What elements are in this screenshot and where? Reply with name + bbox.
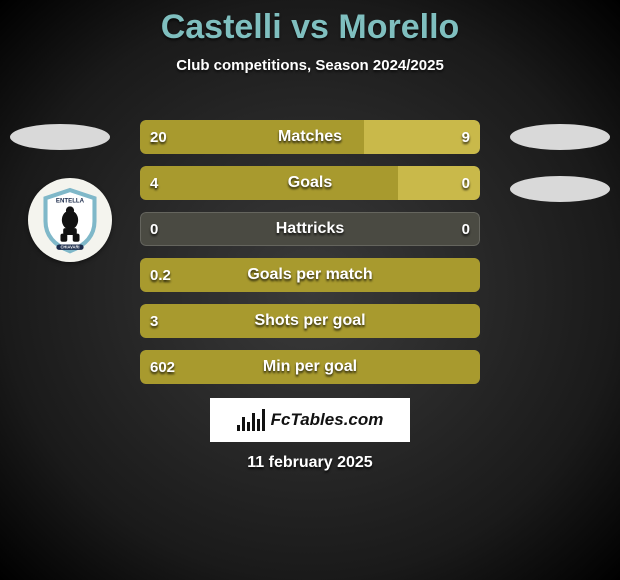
stat-row: 00Hattricks — [140, 212, 480, 246]
bar-left — [140, 166, 398, 200]
bar-full — [140, 258, 480, 292]
club-crest-icon: ENTELLA CHIAVARI — [36, 186, 104, 254]
bar-left — [140, 120, 364, 154]
bar-full — [140, 350, 480, 384]
brand-text: FcTables.com — [271, 410, 384, 430]
stat-row: 602Min per goal — [140, 350, 480, 384]
ellipse-top-right — [510, 124, 610, 150]
club-badge-left: ENTELLA CHIAVARI — [28, 178, 112, 262]
bar-full — [140, 304, 480, 338]
badge-sub: CHIAVARI — [60, 245, 79, 250]
date-text: 11 february 2025 — [0, 454, 620, 472]
brand-logo: FcTables.com — [210, 398, 410, 442]
vs-text: vs — [291, 8, 329, 46]
row-bg — [140, 212, 480, 246]
bar-right — [398, 166, 480, 200]
stat-row: 209Matches — [140, 120, 480, 154]
stat-row: 40Goals — [140, 166, 480, 200]
ellipse-mid-right — [510, 176, 610, 202]
badge-club-name: ENTELLA — [56, 197, 85, 204]
bar-right — [364, 120, 480, 154]
player1-name: Castelli — [161, 8, 282, 46]
brand-bars-icon — [237, 409, 265, 431]
ellipse-top-left — [10, 124, 110, 150]
subtitle: Club competitions, Season 2024/2025 — [0, 57, 620, 74]
comparison-title: Castelli vs Morello — [0, 0, 620, 47]
stat-row: 3Shots per goal — [140, 304, 480, 338]
player2-name: Morello — [338, 8, 459, 46]
stat-row: 0.2Goals per match — [140, 258, 480, 292]
comparison-chart: 209Matches 40Goals 00Hattricks 0.2Goals per… — [140, 120, 480, 396]
